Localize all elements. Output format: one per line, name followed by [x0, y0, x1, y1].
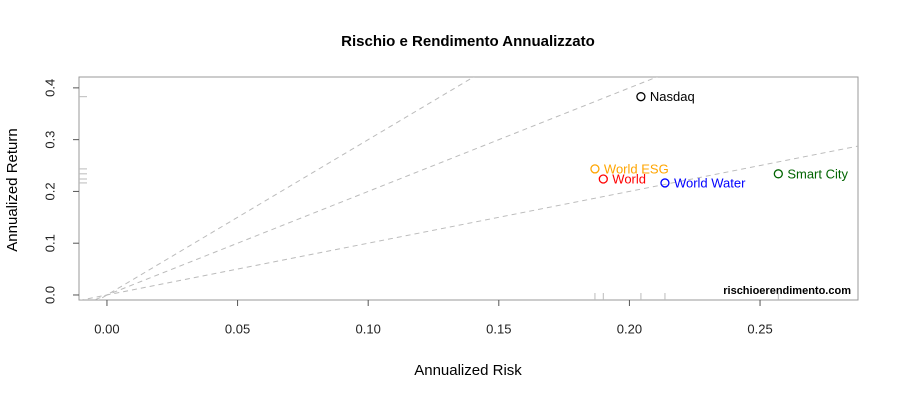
y-tick-label: 0.1 — [42, 234, 57, 252]
x-tick-label: 0.10 — [356, 321, 381, 336]
reference-line — [79, 145, 858, 300]
x-tick-label: 0.20 — [617, 321, 642, 336]
y-tick-label: 0.2 — [42, 182, 57, 200]
reference-line — [92, 77, 659, 300]
point — [598, 174, 608, 184]
point — [590, 164, 600, 174]
x-axis-label: Annualized Risk — [414, 362, 522, 379]
watermark: rischioerendimento.com — [723, 285, 851, 297]
y-tick-label: 0.0 — [42, 286, 57, 304]
x-tick-label: 0.05 — [225, 321, 250, 336]
y-tick-label: 0.4 — [42, 79, 57, 97]
x-tick-label: 0.00 — [94, 321, 119, 336]
x-tick-label: 0.25 — [747, 321, 772, 336]
reference-line — [97, 77, 475, 300]
y-axis-label: Annualized Return — [4, 128, 21, 251]
point-label: World Water — [674, 175, 746, 190]
point-label: World — [612, 171, 646, 186]
point-label: Smart City — [787, 166, 848, 181]
chart-title: Rischio e Rendimento Annualizzato — [341, 33, 595, 50]
y-tick-label: 0.3 — [42, 131, 57, 149]
point-label: Nasdaq — [650, 89, 695, 104]
point-label: World ESG — [604, 161, 669, 176]
point — [773, 169, 783, 179]
plot-frame — [78, 76, 859, 301]
point — [636, 92, 646, 102]
x-tick-label: 0.15 — [486, 321, 511, 336]
point — [660, 178, 670, 188]
